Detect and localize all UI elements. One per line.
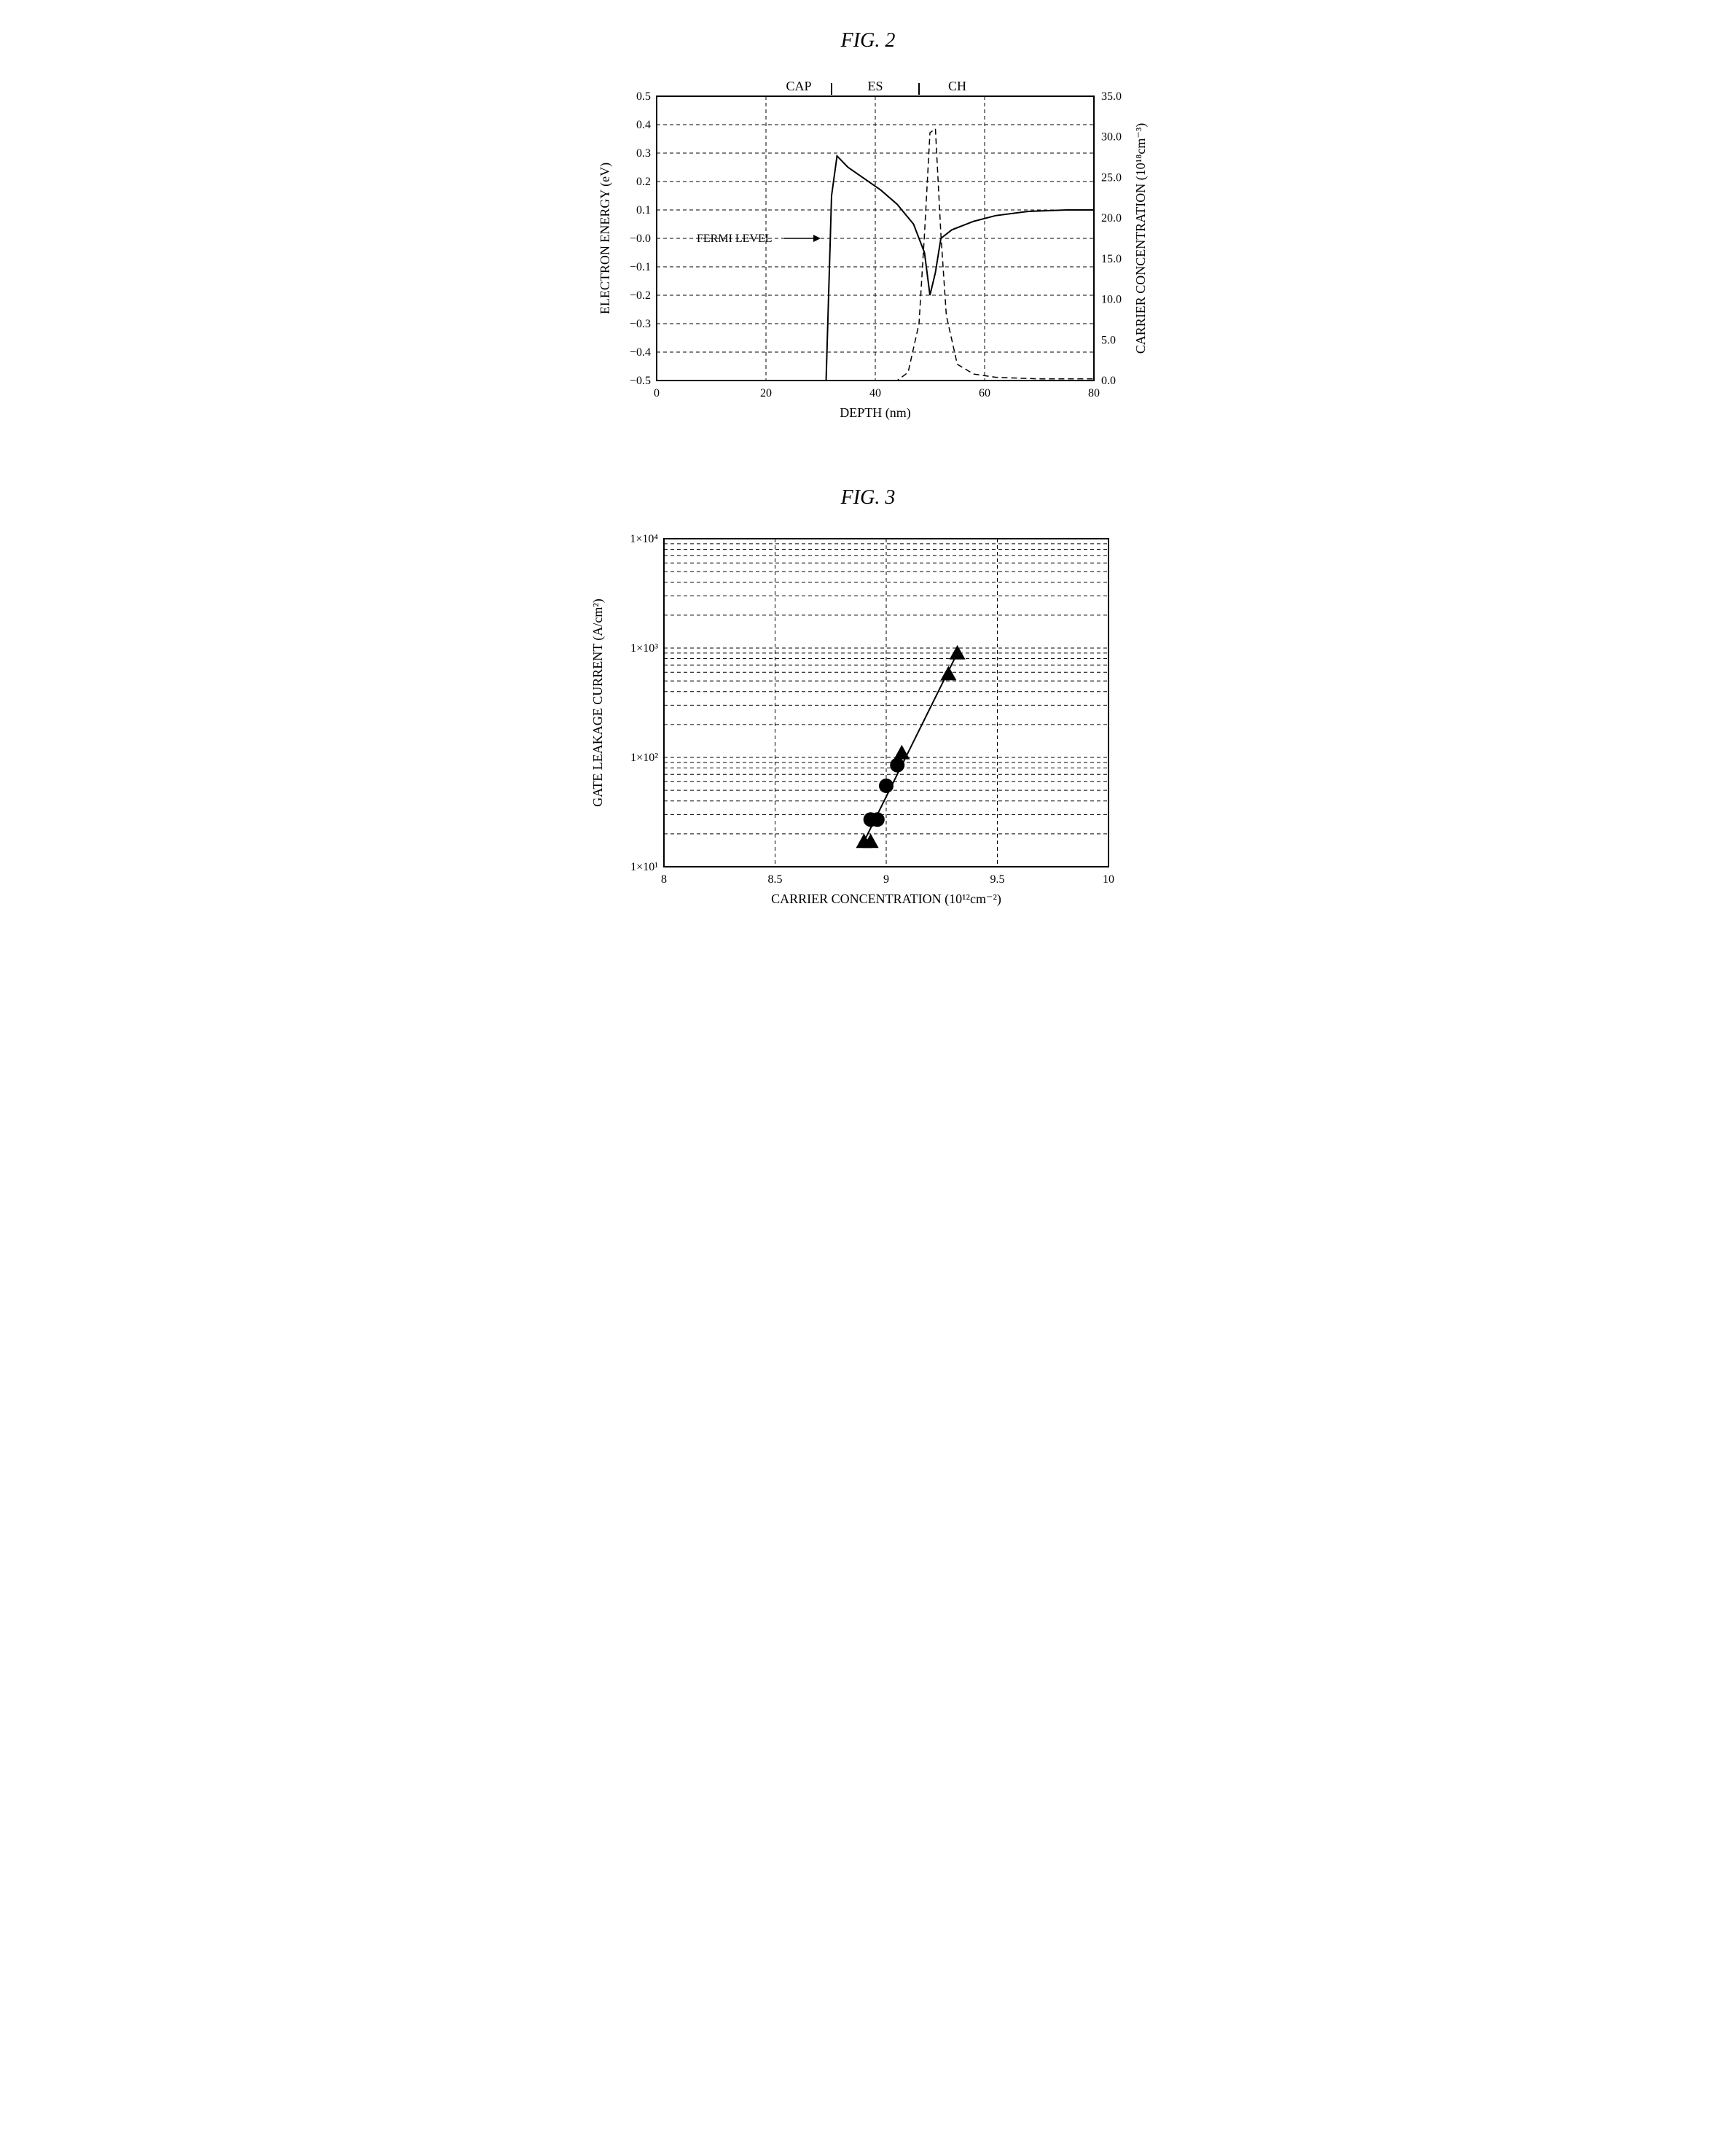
svg-text:8: 8: [661, 873, 667, 886]
svg-text:9.5: 9.5: [990, 873, 1005, 886]
svg-text:−0.2: −0.2: [630, 289, 651, 302]
svg-text:35.0: 35.0: [1101, 90, 1122, 103]
svg-text:9: 9: [883, 873, 889, 886]
svg-text:−0.5: −0.5: [630, 375, 651, 387]
svg-text:0.1: 0.1: [636, 204, 651, 217]
svg-text:ELECTRON ENERGY (eV): ELECTRON ENERGY (eV): [598, 163, 613, 314]
svg-text:10: 10: [1103, 873, 1114, 886]
svg-text:0.0: 0.0: [1101, 375, 1116, 387]
svg-text:1×10²: 1×10²: [630, 752, 658, 764]
fig3-title: FIG. 3: [569, 486, 1167, 510]
svg-text:60: 60: [979, 387, 990, 399]
svg-text:25.0: 25.0: [1101, 171, 1122, 184]
fig2-title: FIG. 2: [569, 29, 1167, 52]
fig2-chart: 0 20 40 60 80 −0.5 −0.4 −0.3 −0.2 −0.1 −0.0 0.1 0.2 0…: [569, 60, 1167, 439]
svg-text:GATE LEAKAGE CURRENT (A/cm²): GATE LEAKAGE CURRENT (A/cm²): [590, 598, 606, 807]
svg-text:10.0: 10.0: [1101, 294, 1122, 306]
svg-text:0.5: 0.5: [636, 90, 651, 103]
svg-text:30.0: 30.0: [1101, 131, 1122, 144]
svg-text:0: 0: [654, 387, 660, 399]
fig3-chart: 8 8.5 9 9.5 10 1×10¹ 1×10² 1×10³ 1×10⁴ CARRIER CO…: [569, 517, 1167, 925]
svg-text:−0.0: −0.0: [630, 233, 651, 245]
svg-text:DEPTH (nm): DEPTH (nm): [840, 405, 911, 421]
svg-text:CH: CH: [948, 79, 966, 93]
svg-text:5.0: 5.0: [1101, 334, 1116, 346]
svg-text:CARRIER CONCENTRATION (10¹⁸cm⁻: CARRIER CONCENTRATION (10¹⁸cm⁻³): [1133, 123, 1149, 354]
svg-text:8.5: 8.5: [768, 873, 783, 886]
svg-text:−0.4: −0.4: [630, 346, 651, 359]
svg-text:−0.3: −0.3: [630, 318, 651, 330]
svg-text:CAP: CAP: [786, 79, 811, 93]
svg-text:FERMI LEVEL: FERMI LEVEL: [697, 233, 773, 245]
svg-text:1×10³: 1×10³: [630, 642, 658, 655]
svg-text:1×10¹: 1×10¹: [630, 861, 658, 873]
svg-text:20: 20: [760, 387, 772, 399]
svg-text:0.2: 0.2: [636, 176, 651, 188]
svg-text:20.0: 20.0: [1101, 212, 1122, 225]
svg-text:ES: ES: [867, 79, 883, 93]
svg-text:−0.1: −0.1: [630, 261, 651, 273]
svg-text:0.4: 0.4: [636, 119, 651, 131]
svg-text:15.0: 15.0: [1101, 253, 1122, 265]
svg-text:1×10⁴: 1×10⁴: [630, 533, 658, 545]
svg-text:0.3: 0.3: [636, 147, 651, 160]
figure-3: FIG. 3 8 8.5 9 9.5 10 1×10¹ 1×10² 1×10³ 1×10⁴ CAR…: [569, 486, 1167, 929]
svg-text:CARRIER CONCENTRATION (10¹²cm⁻: CARRIER CONCENTRATION (10¹²cm⁻²): [771, 892, 1001, 907]
svg-text:80: 80: [1088, 387, 1100, 399]
svg-text:40: 40: [869, 387, 881, 399]
figure-2: FIG. 2 0 20 40 60 80 −0.5 −0.4 −0.3 −0.2 −0.1 −0.0…: [569, 29, 1167, 442]
